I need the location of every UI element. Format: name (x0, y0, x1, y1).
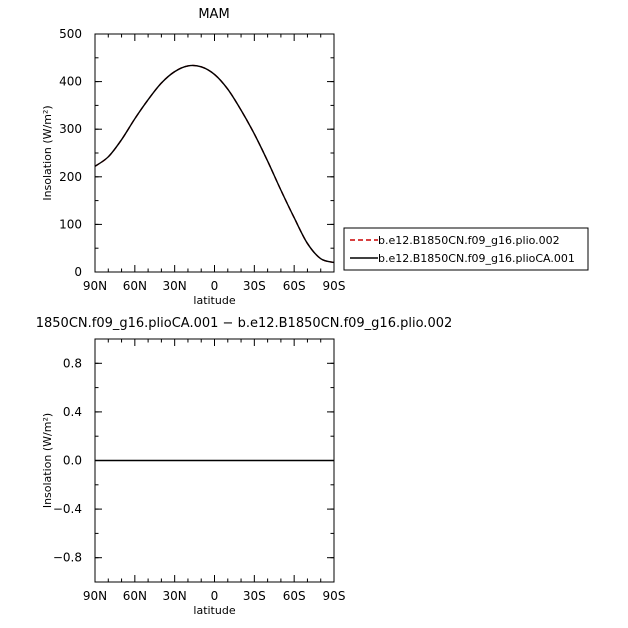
x-tick-label: 30S (243, 279, 266, 293)
x-tick-label: 90N (83, 589, 107, 603)
series-line-1 (95, 64, 334, 264)
x-axis-label: latitude (193, 604, 235, 617)
x-tick-label: 0 (211, 589, 219, 603)
y-tick-label: −0.4 (53, 502, 82, 516)
y-tick-label: 0 (74, 265, 82, 279)
x-tick-label: 90S (323, 279, 346, 293)
y-tick-label: 400 (59, 75, 82, 89)
chart-title: MAM (198, 7, 229, 22)
bottom-chart: 1850CN.f09_g16.plioCA.001 − b.e12.B1850C… (36, 316, 453, 617)
series-line-0 (95, 64, 334, 264)
top-chart: MAM 90N 60N 30N 0 30S 60S 90S 0 100 200 300 400 500 la… (41, 7, 345, 307)
x-axis-label: latitude (193, 294, 235, 307)
x-tick-label: 30S (243, 589, 266, 603)
y-tick-label: −0.8 (53, 551, 82, 565)
y-tick-label: 500 (59, 27, 82, 41)
x-tick-label: 60N (123, 279, 147, 293)
y-axis-label: Insolation (W/m²) (41, 105, 54, 200)
y-tick-label: 0.0 (63, 454, 82, 468)
y-tick-label: 200 (59, 170, 82, 184)
series-group (95, 64, 334, 264)
x-tick-label: 30N (163, 589, 187, 603)
plot-frame (94, 33, 335, 273)
legend-label-0: b.e12.B1850CN.f09_g16.plio.002 (378, 234, 560, 247)
y-tick-label: 0.8 (63, 356, 82, 370)
x-tick-label: 90N (83, 279, 107, 293)
x-tick-label: 60N (123, 589, 147, 603)
y-tick-label: 300 (59, 122, 82, 136)
chart-title: 1850CN.f09_g16.plioCA.001 − b.e12.B1850C… (36, 316, 453, 331)
legend: b.e12.B1850CN.f09_g16.plio.002 b.e12.B185… (343, 227, 589, 271)
y-tick-label: 100 (59, 217, 82, 231)
y-tick-label: 0.4 (63, 405, 82, 419)
x-tick-label: 60S (283, 279, 306, 293)
x-tick-label: 0 (211, 279, 219, 293)
legend-box (343, 227, 589, 271)
y-axis-label: Insolation (W/m²) (41, 413, 54, 508)
legend-label-1: b.e12.B1850CN.f09_g16.plioCA.001 (378, 252, 575, 265)
x-tick-label: 60S (283, 589, 306, 603)
x-tick-label: 30N (163, 279, 187, 293)
x-tick-label: 90S (323, 589, 346, 603)
